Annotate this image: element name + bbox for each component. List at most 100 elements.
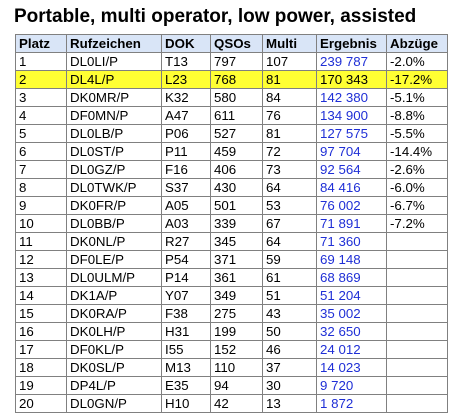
table-row: 2 DL4L/P L23 768 81 170 343 -17.2% [15, 70, 448, 89]
cell-platz: 19 [15, 376, 67, 395]
cell-qsos: 768 [210, 70, 263, 89]
cell-multi: 81 [262, 70, 317, 89]
cell-multi: 72 [262, 142, 317, 161]
table-row: 1 DL0LI/P T13 797 107 239 787 -2.0% [15, 52, 448, 71]
cell-platz: 16 [15, 322, 67, 341]
cell-ergebnis: 14 023 [316, 358, 387, 377]
cell-dok: F38 [161, 304, 211, 323]
cell-multi: 30 [262, 376, 317, 395]
table-row: 17 DF0KL/P I55 152 46 24 012 [15, 340, 448, 359]
cell-multi: 73 [262, 160, 317, 179]
cell-multi: 50 [262, 322, 317, 341]
column-header-rufzeichen: Rufzeichen [66, 34, 162, 53]
cell-multi: 67 [262, 214, 317, 233]
cell-qsos: 527 [210, 124, 263, 143]
cell-ergebnis: 76 002 [316, 196, 387, 215]
cell-platz: 5 [15, 124, 67, 143]
cell-ergebnis: 127 575 [316, 124, 387, 143]
cell-rufzeichen: DL0ULM/P [66, 268, 162, 287]
cell-qsos: 199 [210, 322, 263, 341]
cell-abzuege [386, 394, 448, 413]
cell-dok: P11 [161, 142, 211, 161]
cell-abzuege: -6.0% [386, 178, 448, 197]
cell-multi: 61 [262, 268, 317, 287]
cell-abzuege: -6.7% [386, 196, 448, 215]
column-header-platz: Platz [15, 34, 67, 53]
cell-qsos: 611 [210, 106, 263, 125]
cell-platz: 7 [15, 160, 67, 179]
cell-qsos: 152 [210, 340, 263, 359]
cell-abzuege [386, 304, 448, 323]
cell-platz: 12 [15, 250, 67, 269]
cell-platz: 6 [15, 142, 67, 161]
table-row: 5 DL0LB/P P06 527 81 127 575 -5.5% [15, 124, 448, 143]
cell-dok: A03 [161, 214, 211, 233]
cell-ergebnis: 51 204 [316, 286, 387, 305]
cell-dok: F16 [161, 160, 211, 179]
cell-ergebnis: 239 787 [316, 52, 387, 71]
column-header-qsos: QSOs [210, 34, 263, 53]
column-header-abzuege: Abzüge [386, 34, 448, 53]
cell-abzuege [386, 322, 448, 341]
cell-platz: 4 [15, 106, 67, 125]
cell-ergebnis: 68 869 [316, 268, 387, 287]
table-row: 10 DL0BB/P A03 339 67 71 891 -7.2% [15, 214, 448, 233]
cell-platz: 20 [15, 394, 67, 413]
cell-abzuege [386, 250, 448, 269]
table-row: 19 DP4L/P E35 94 30 9 720 [15, 376, 448, 395]
cell-ergebnis: 170 343 [316, 70, 387, 89]
cell-dok: K32 [161, 88, 211, 107]
cell-ergebnis: 92 564 [316, 160, 387, 179]
cell-abzuege [386, 286, 448, 305]
cell-qsos: 345 [210, 232, 263, 251]
table-row: 15 DK0RA/P F38 275 43 35 002 [15, 304, 448, 323]
cell-multi: 107 [262, 52, 317, 71]
cell-platz: 15 [15, 304, 67, 323]
table-row: 3 DK0MR/P K32 580 84 142 380 -5.1% [15, 88, 448, 107]
cell-rufzeichen: DK0FR/P [66, 196, 162, 215]
cell-qsos: 580 [210, 88, 263, 107]
column-header-dok: DOK [161, 34, 211, 53]
cell-rufzeichen: DL4L/P [66, 70, 162, 89]
results-table: Platz Rufzeichen DOK QSOs Multi Ergebnis… [15, 34, 448, 413]
cell-ergebnis: 69 148 [316, 250, 387, 269]
cell-ergebnis: 84 416 [316, 178, 387, 197]
cell-dok: P06 [161, 124, 211, 143]
cell-multi: 13 [262, 394, 317, 413]
cell-rufzeichen: DK1A/P [66, 286, 162, 305]
cell-multi: 59 [262, 250, 317, 269]
cell-rufzeichen: DL0GN/P [66, 394, 162, 413]
cell-qsos: 275 [210, 304, 263, 323]
cell-abzuege [386, 376, 448, 395]
cell-rufzeichen: DL0GZ/P [66, 160, 162, 179]
cell-multi: 46 [262, 340, 317, 359]
cell-multi: 64 [262, 178, 317, 197]
cell-ergebnis: 9 720 [316, 376, 387, 395]
cell-qsos: 110 [210, 358, 263, 377]
cell-dok: E35 [161, 376, 211, 395]
cell-rufzeichen: DL0LI/P [66, 52, 162, 71]
cell-rufzeichen: DL0TWK/P [66, 178, 162, 197]
cell-ergebnis: 71 360 [316, 232, 387, 251]
cell-abzuege: -7.2% [386, 214, 448, 233]
cell-abzuege [386, 358, 448, 377]
cell-platz: 8 [15, 178, 67, 197]
cell-qsos: 459 [210, 142, 263, 161]
cell-multi: 53 [262, 196, 317, 215]
table-row: 12 DF0LE/P P54 371 59 69 148 [15, 250, 448, 269]
cell-qsos: 42 [210, 394, 263, 413]
cell-ergebnis: 142 380 [316, 88, 387, 107]
header-row: Platz Rufzeichen DOK QSOs Multi Ergebnis… [15, 34, 448, 53]
cell-qsos: 406 [210, 160, 263, 179]
cell-multi: 51 [262, 286, 317, 305]
cell-dok: S37 [161, 178, 211, 197]
cell-ergebnis: 32 650 [316, 322, 387, 341]
cell-multi: 64 [262, 232, 317, 251]
table-row: 14 DK1A/P Y07 349 51 51 204 [15, 286, 448, 305]
cell-platz: 13 [15, 268, 67, 287]
table-row: 4 DF0MN/P A47 611 76 134 900 -8.8% [15, 106, 448, 125]
cell-abzuege [386, 232, 448, 251]
cell-dok: A47 [161, 106, 211, 125]
table-row: 6 DL0ST/P P11 459 72 97 704 -14.4% [15, 142, 448, 161]
cell-ergebnis: 97 704 [316, 142, 387, 161]
